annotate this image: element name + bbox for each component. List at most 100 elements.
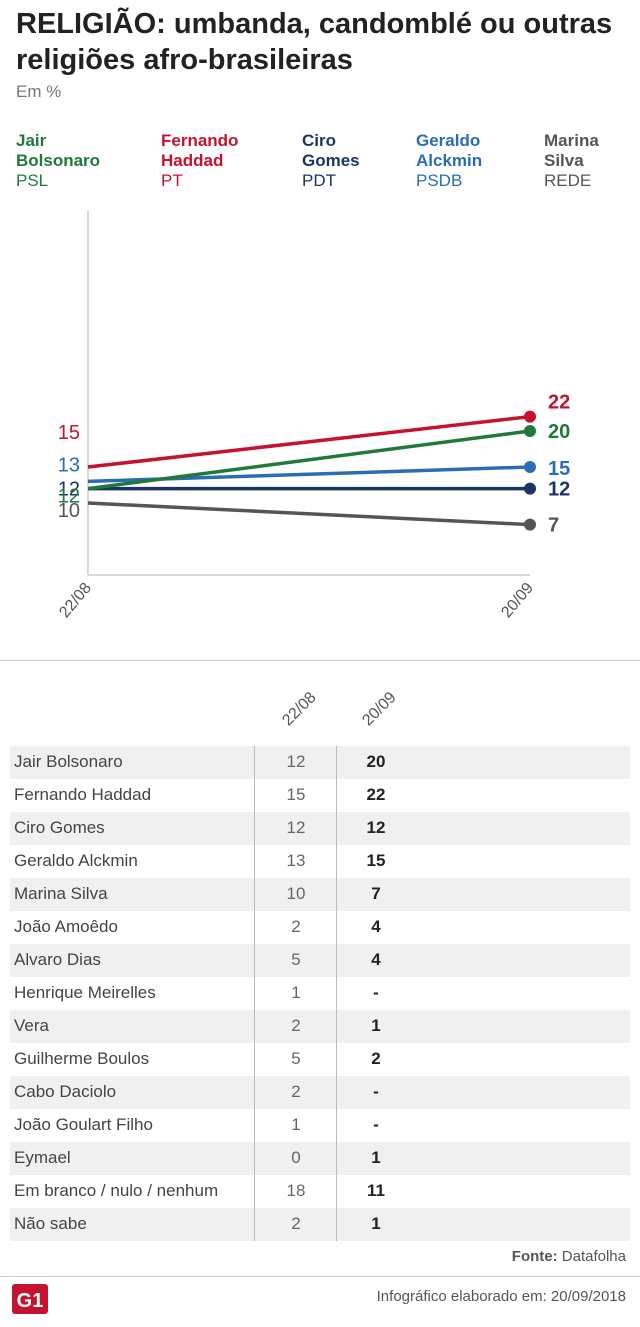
value-date1: 10 bbox=[286, 884, 306, 903]
table-header-date2: 20/09 bbox=[359, 688, 400, 730]
value-date2: 4 bbox=[371, 917, 381, 936]
table-row: Marina Silva 10 7 bbox=[10, 878, 630, 911]
table-row: Fernando Haddad 15 22 bbox=[10, 779, 630, 812]
value-date1: 5 bbox=[291, 950, 301, 969]
candidate-name: Fernando Haddad bbox=[14, 785, 152, 804]
series-line bbox=[87, 414, 531, 469]
table-header-date1: 22/08 bbox=[279, 688, 320, 730]
chart-title: RELIGIÃO: umbanda, candomblé ou outras r… bbox=[16, 8, 613, 76]
value-date1: 18 bbox=[286, 1181, 306, 1200]
value-date2: - bbox=[373, 1082, 379, 1101]
legend-item-alckmin: Geraldo Alckmin PSDB bbox=[416, 131, 516, 191]
candidate-name: Não sabe bbox=[14, 1214, 87, 1233]
candidate-name: Jair Bolsonaro bbox=[14, 752, 123, 771]
chart-subtitle: Em % bbox=[16, 82, 62, 101]
data-label-start: 13 bbox=[58, 454, 80, 476]
series-point bbox=[524, 461, 536, 473]
data-label-end: 7 bbox=[548, 515, 559, 537]
value-date1: 5 bbox=[291, 1049, 301, 1068]
table-row: Alvaro Dias 5 4 bbox=[10, 944, 630, 977]
candidate-name: Alvaro Dias bbox=[14, 950, 101, 969]
column-separator bbox=[254, 746, 255, 1241]
value-date2: 1 bbox=[371, 1148, 381, 1167]
legend-party: PT bbox=[161, 171, 183, 190]
value-date1: 15 bbox=[286, 785, 306, 804]
column-separator bbox=[336, 746, 337, 1241]
series-point bbox=[524, 425, 536, 437]
table-row: Não sabe 2 1 bbox=[10, 1208, 630, 1241]
legend-party: PSDB bbox=[416, 171, 463, 190]
series-line bbox=[87, 429, 531, 491]
table-row: Em branco / nulo / nenhum 18 11 bbox=[10, 1175, 630, 1208]
candidate-name: Geraldo Alckmin bbox=[14, 851, 138, 870]
legend-name: Jair Bolsonaro bbox=[16, 131, 101, 170]
candidate-name: João Amoêdo bbox=[14, 917, 118, 936]
legend-party: REDE bbox=[544, 171, 592, 190]
value-date2: 22 bbox=[366, 785, 386, 804]
series-point bbox=[524, 518, 536, 531]
table-row: Jair Bolsonaro 12 20 bbox=[10, 746, 630, 779]
legend-name: Ciro Gomes bbox=[302, 131, 360, 170]
value-date1: 2 bbox=[291, 1016, 301, 1035]
value-date1: 2 bbox=[291, 1082, 301, 1101]
x-tick-label: 20/09 bbox=[498, 580, 537, 622]
data-label-end: 22 bbox=[548, 392, 570, 414]
value-date1: 13 bbox=[286, 851, 306, 870]
source-value: Datafolha bbox=[561, 1248, 626, 1265]
series-line bbox=[87, 501, 531, 527]
table-row: Ciro Gomes 12 12 bbox=[10, 812, 630, 845]
legend-item-bolsonaro: Jair Bolsonaro PSL bbox=[16, 131, 126, 191]
data-label-start: 10 bbox=[58, 500, 80, 522]
data-label-end: 15 bbox=[548, 458, 570, 480]
data-label-start: 12 bbox=[58, 479, 80, 501]
value-date1: 12 bbox=[286, 752, 306, 771]
legend-party: PSL bbox=[16, 171, 49, 190]
table-row: Geraldo Alckmin 13 15 bbox=[10, 845, 630, 878]
candidate-name: Eymael bbox=[14, 1148, 71, 1167]
value-date2: 11 bbox=[367, 1181, 385, 1200]
value-date2: 1 bbox=[371, 1016, 381, 1035]
candidate-name: Cabo Daciolo bbox=[14, 1082, 117, 1101]
candidate-name: Ciro Gomes bbox=[14, 818, 105, 837]
table-row: João Goulart Filho 1 - bbox=[10, 1109, 630, 1142]
candidate-name: Marina Silva bbox=[14, 884, 108, 903]
section-divider bbox=[0, 660, 640, 661]
value-date1: 0 bbox=[291, 1148, 301, 1167]
value-date2: 2 bbox=[371, 1049, 381, 1068]
candidate-name: Guilherme Boulos bbox=[14, 1049, 150, 1068]
legend-name: Marina Silva bbox=[544, 131, 599, 170]
legend-name: Fernando Haddad bbox=[161, 131, 239, 170]
data-label-end: 12 bbox=[548, 479, 570, 501]
legend-item-haddad: Fernando Haddad PT bbox=[161, 131, 271, 191]
table-row: João Amoêdo 2 4 bbox=[10, 911, 630, 944]
source: Fonte: Datafolha bbox=[512, 1248, 626, 1265]
series-point bbox=[524, 482, 536, 495]
table-row: Eymael 0 1 bbox=[10, 1142, 630, 1175]
logo-text: G1 bbox=[17, 1290, 44, 1312]
value-date2: - bbox=[373, 983, 379, 1002]
value-date2: 12 bbox=[366, 818, 386, 837]
x-tick-label: 22/08 bbox=[56, 580, 95, 622]
legend-item-ciro: Ciro Gomes PDT bbox=[302, 131, 392, 191]
value-date2: 7 bbox=[371, 884, 381, 903]
table-row: Guilherme Boulos 5 2 bbox=[10, 1043, 630, 1076]
value-date2: 1 bbox=[371, 1214, 381, 1233]
footer-note: Infográfico elaborado em: 20/09/2018 bbox=[376, 1288, 626, 1305]
value-date2: 20 bbox=[366, 752, 386, 771]
value-date1: 1 bbox=[291, 983, 301, 1002]
value-date2: 15 bbox=[366, 851, 386, 870]
table-row: Vera 2 1 bbox=[10, 1010, 630, 1043]
value-date1: 1 bbox=[291, 1115, 301, 1134]
data-label-start: 15 bbox=[58, 422, 80, 444]
value-date1: 2 bbox=[291, 1214, 301, 1233]
series-point bbox=[524, 410, 536, 423]
source-label: Fonte: bbox=[511, 1248, 558, 1265]
value-date1: 2 bbox=[291, 917, 301, 936]
candidate-name: Vera bbox=[14, 1016, 49, 1035]
legend-item-marina: Marina Silva REDE bbox=[544, 131, 624, 191]
legend-name: Geraldo Alckmin bbox=[416, 131, 483, 170]
g1-logo: G1 bbox=[12, 1284, 48, 1314]
data-label-start: 12 bbox=[58, 486, 80, 508]
value-date2: - bbox=[373, 1115, 379, 1134]
